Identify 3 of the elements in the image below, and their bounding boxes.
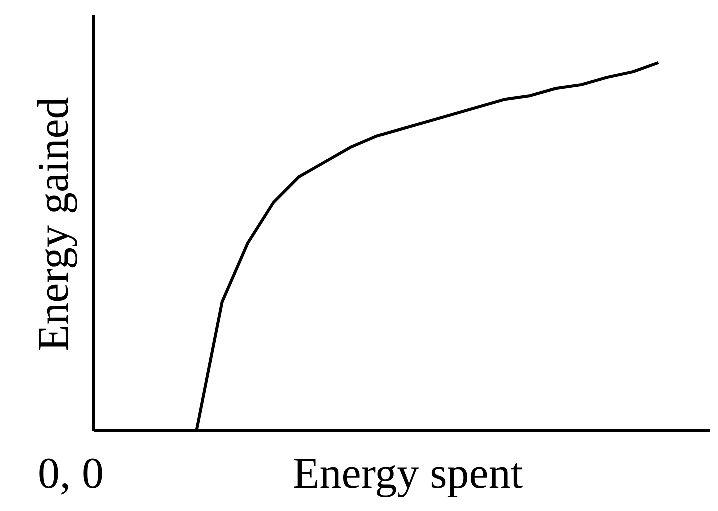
x-axis-title: Energy spent (292, 448, 524, 499)
text: 0, 0 (38, 448, 104, 499)
y-axis-title: Energy gained (28, 96, 78, 352)
